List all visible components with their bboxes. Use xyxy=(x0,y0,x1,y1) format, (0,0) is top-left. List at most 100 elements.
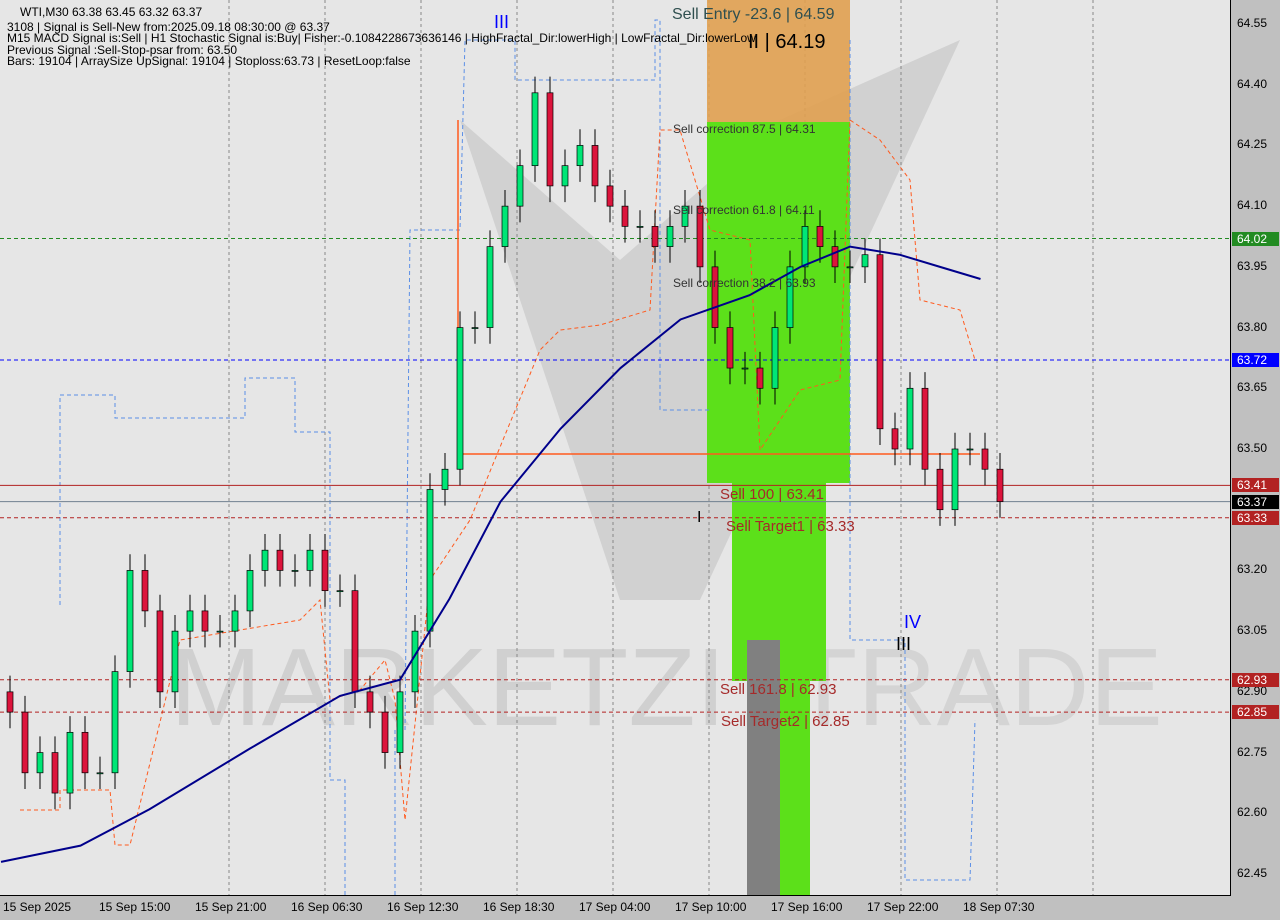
price-tag: 63.41 xyxy=(1232,478,1279,493)
bull-candle xyxy=(906,387,914,450)
y-tick-label: 64.55 xyxy=(1237,16,1268,30)
bull-candle xyxy=(471,327,479,329)
bear-candle xyxy=(891,428,899,450)
moving-average-line xyxy=(0,245,981,863)
bull-candle xyxy=(231,610,239,632)
bear-candle xyxy=(876,254,884,430)
sell-correction-382: Sell correction 38.2 | 63.93 xyxy=(673,276,816,290)
watermark-text-trade: TRADE xyxy=(790,626,1163,749)
price-tag: 63.33 xyxy=(1232,510,1279,525)
target-zone-gray xyxy=(747,640,780,895)
bull-candle xyxy=(246,570,254,612)
bull-candle xyxy=(531,92,539,167)
bull-candle xyxy=(966,448,974,451)
bear-candle xyxy=(201,610,209,632)
sell-entry-zone xyxy=(707,0,850,122)
bull-candle xyxy=(96,772,104,775)
bull-candle xyxy=(561,165,569,187)
bars-info: Bars: 19104 | ArraySize UpSignal: 19104 … xyxy=(7,54,411,68)
y-tick-label: 63.95 xyxy=(1237,258,1268,273)
watermark-text: MARKETZI xyxy=(170,626,726,749)
bear-candle xyxy=(366,691,374,713)
x-tick-label: 17 Sep 16:00 xyxy=(771,900,843,914)
y-tick-label: 62.90 xyxy=(1237,683,1268,698)
bull-candle xyxy=(801,226,809,268)
bull-candle xyxy=(771,327,779,389)
x-tick-label: 17 Sep 22:00 xyxy=(867,900,939,914)
bull-candle xyxy=(741,367,749,370)
x-tick-label: 17 Sep 10:00 xyxy=(675,900,747,914)
bull-candle xyxy=(336,590,344,593)
bear-candle xyxy=(21,711,29,774)
wave-iii-label: III xyxy=(896,634,912,654)
bull-candle xyxy=(486,246,494,328)
upper-band-line xyxy=(59,19,976,895)
sell-correction-875: Sell correction 87.5 | 64.31 xyxy=(673,122,816,136)
bear-candle xyxy=(81,731,89,774)
bear-candle xyxy=(546,92,554,187)
bear-candle xyxy=(321,549,329,592)
bear-candle xyxy=(651,226,659,247)
x-tick-label: 16 Sep 06:30 xyxy=(291,900,363,914)
indicator-line: M15 MACD Signal is:Sell | H1 Stochastic … xyxy=(7,31,756,45)
bear-candle xyxy=(51,752,59,794)
bull-candle xyxy=(171,630,179,693)
bull-candle xyxy=(291,570,299,572)
bear-candle xyxy=(696,205,704,268)
y-tick-label: 64.25 xyxy=(1237,137,1268,152)
y-tick-label: 64.10 xyxy=(1237,198,1268,213)
bear-candle xyxy=(936,468,944,511)
bear-candle xyxy=(816,226,824,247)
chart-plot-area[interactable] xyxy=(0,0,1231,896)
bull-candle xyxy=(576,145,584,167)
x-tick-label: 18 Sep 07:30 xyxy=(963,900,1035,914)
y-tick-label: 62.45 xyxy=(1237,866,1268,880)
bear-candle xyxy=(996,468,1004,502)
bear-candle xyxy=(756,367,764,389)
bull-candle xyxy=(36,752,44,774)
bull-candle xyxy=(411,630,419,693)
sell-target1-label: Sell Target1 | 63.33 xyxy=(726,518,855,535)
bull-candle xyxy=(111,671,119,774)
sell-entry-label: Sell Entry -23.6 | 64.59 xyxy=(672,6,835,23)
bull-candle xyxy=(261,549,269,571)
x-tick-label: 15 Sep 2025 xyxy=(3,900,72,914)
bull-candle xyxy=(951,448,959,511)
y-tick-label: 64.40 xyxy=(1237,76,1268,91)
bull-candle xyxy=(426,489,434,632)
wave-iv-label: IV xyxy=(904,612,922,632)
bull-candle xyxy=(516,165,524,207)
bull-candle xyxy=(456,327,464,470)
bull-candle xyxy=(681,205,689,227)
x-tick-label: 15 Sep 15:00 xyxy=(99,900,171,914)
x-tick-label: 15 Sep 21:00 xyxy=(195,900,267,914)
y-tick-label: 62.75 xyxy=(1237,744,1268,759)
previous-signal-text: Previous Signal :Sell-Stop-psar from: 63… xyxy=(7,43,238,57)
bull-candle xyxy=(636,226,644,228)
bear-candle xyxy=(381,711,389,753)
y-tick-label: 62.60 xyxy=(1237,805,1268,820)
bear-candle xyxy=(726,327,734,369)
bull-candle xyxy=(501,205,509,247)
y-tick-label: 63.05 xyxy=(1237,623,1268,638)
price-tag: 64.02 xyxy=(1232,231,1279,246)
y-tick-label: 63.50 xyxy=(1237,441,1268,455)
bull-candle xyxy=(396,691,404,753)
sell-1618-label: Sell 161.8 | 62.93 xyxy=(720,681,837,698)
bear-candle xyxy=(621,205,629,227)
y-tick-label: 63.80 xyxy=(1237,319,1268,334)
wave-iii-top-label: III xyxy=(494,12,510,32)
bear-candle xyxy=(606,185,614,207)
bear-candle xyxy=(6,691,14,713)
bull-candle xyxy=(306,549,314,571)
wave-ii-label: II | 64.19 xyxy=(748,31,826,53)
bull-candle xyxy=(441,468,449,490)
bull-candle xyxy=(786,266,794,328)
bear-candle xyxy=(921,387,929,470)
bull-candle xyxy=(126,570,134,672)
chart-svg: MARKETZI TRADE xyxy=(0,0,1230,895)
bear-candle xyxy=(156,610,164,693)
bull-candle xyxy=(66,731,74,794)
y-tick-label: 63.20 xyxy=(1237,562,1268,577)
wave-i-label: I xyxy=(697,509,702,526)
